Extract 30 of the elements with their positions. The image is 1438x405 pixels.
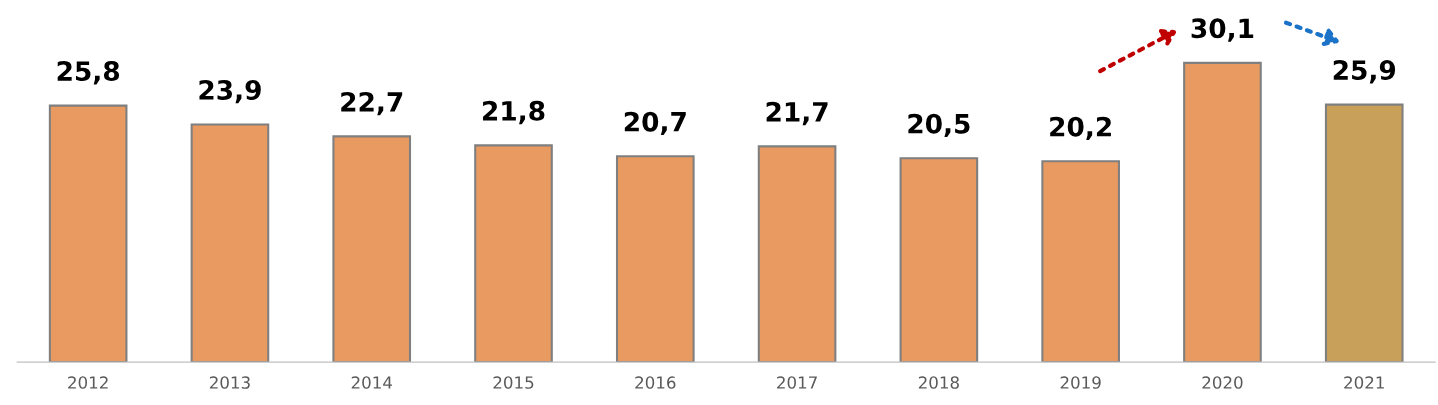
bar	[899, 157, 979, 363]
bar	[190, 123, 270, 363]
bar	[1324, 103, 1404, 363]
x-tick-label: 2016	[635, 376, 676, 389]
x-tick-label: 2017	[777, 376, 817, 389]
x-tick-label: 2015	[493, 376, 534, 389]
data-label: 25,9	[1333, 60, 1396, 84]
x-tick-label: 2018	[918, 376, 959, 389]
data-label: 23,9	[199, 79, 261, 104]
bar	[757, 145, 837, 363]
x-tick-label: 2020	[1202, 376, 1243, 389]
data-label: 20,2	[1050, 116, 1111, 141]
bar	[332, 135, 412, 363]
data-label: 20,7	[624, 111, 686, 136]
bar	[1041, 160, 1120, 363]
x-tick-label: 2013	[209, 376, 250, 389]
data-label: 21,8	[483, 100, 545, 125]
x-tick-label: 2012	[68, 376, 108, 389]
data-label: 20,5	[908, 113, 970, 138]
bar	[1183, 61, 1262, 363]
x-tick-label: 2014	[351, 376, 392, 389]
bar	[615, 155, 695, 363]
data-label: 22,7	[341, 91, 403, 116]
data-label: 25,8	[57, 61, 120, 85]
bar	[474, 144, 553, 363]
x-tick-label: 2019	[1060, 376, 1101, 389]
data-label: 21,7	[766, 101, 828, 126]
data-label: 30,1	[1191, 18, 1254, 42]
x-tick-label: 2021	[1344, 376, 1384, 389]
bar	[48, 104, 128, 363]
